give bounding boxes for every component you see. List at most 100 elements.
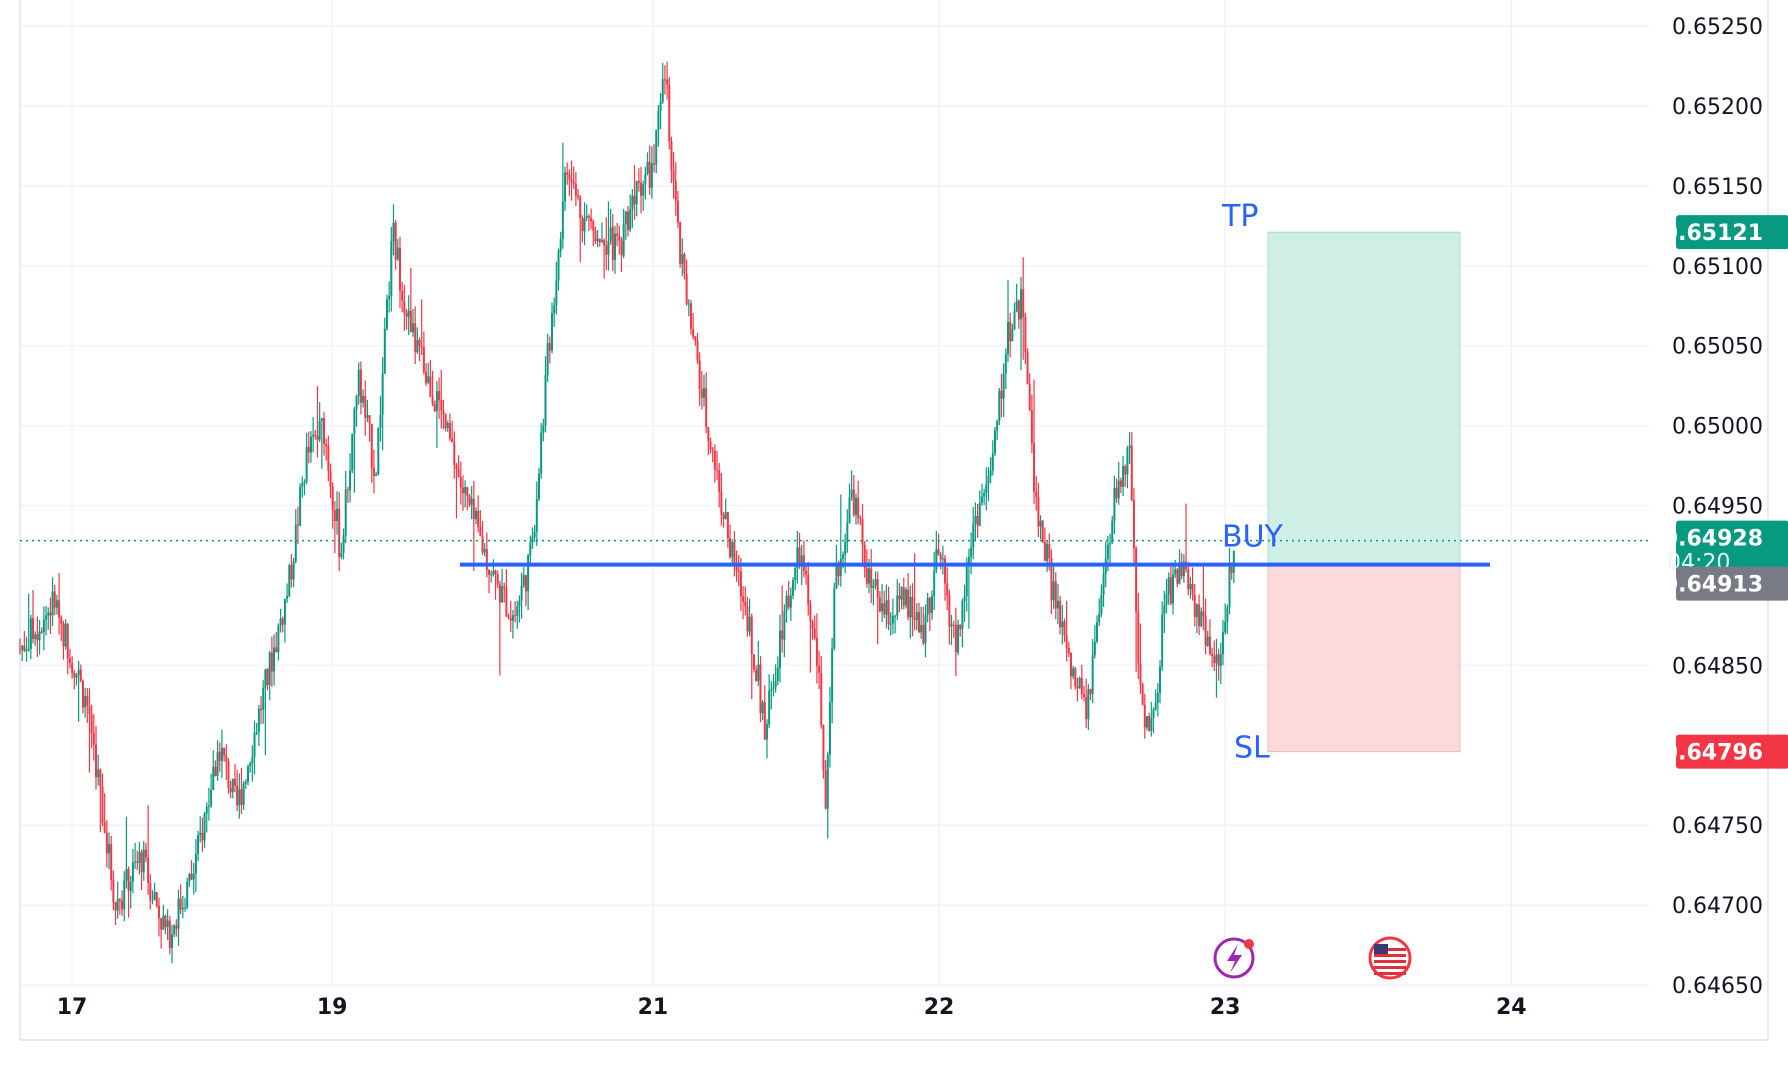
stop-loss-zone[interactable] [1267,564,1461,753]
candle-body [325,443,328,447]
candle-body [58,600,61,618]
us-flag-icon[interactable] [1368,936,1412,980]
candle-body [168,920,171,949]
candle-body [296,524,299,526]
candle-body [1161,614,1164,667]
candle-body [642,184,645,196]
event-icons[interactable] [1213,936,1412,980]
candle-body [637,181,640,183]
candle-body [1124,466,1127,475]
candle-body [1150,717,1153,731]
candle-body [1230,566,1233,573]
candle-body [911,597,914,618]
candle-body [783,611,786,640]
candle-body [227,761,230,789]
candle-body [340,552,343,558]
candle-body [123,880,126,910]
lightning-icon[interactable] [1213,937,1255,979]
candle-body [1154,702,1157,710]
candle-body [993,430,996,454]
price-badge [1676,520,1788,577]
price-tick-label: 0.65150 [1672,175,1763,200]
candle-body [835,562,838,589]
candle-body [77,669,80,676]
candle-body [885,600,888,615]
candle-body [84,696,87,708]
candle-body [961,600,964,630]
candle-body [822,725,825,771]
candle-body [635,181,638,205]
candle-body [175,925,178,929]
candle-body [514,615,517,617]
candle-body [19,649,21,651]
candle-body [805,570,808,575]
candle-body [438,391,441,401]
candle-body [928,597,931,613]
candle-body [336,508,339,522]
candle-body [305,447,308,482]
candle-body [488,569,491,575]
candle-body [238,789,241,806]
candle-body [1069,653,1072,677]
candle-body [763,702,766,740]
candle-body [800,555,803,567]
candle-body [540,432,543,475]
candle-body [1122,466,1125,487]
candle-body [557,250,560,281]
candle-body [34,634,37,640]
price-axis[interactable]: 0.65250 0.65200 0.65150 0.65100 0.65050 0.650… [1672,15,1763,999]
candle-body [698,360,701,390]
candle-body [125,869,128,881]
candle-body [533,532,536,537]
candle-body [446,422,449,428]
candle-body [963,595,966,601]
candle-body [1126,448,1129,475]
candle-body [648,161,651,188]
candle-body [244,781,247,784]
candle-body [501,586,504,603]
candle-body [785,595,788,612]
candle-body [713,450,716,470]
candle-body [1074,668,1077,687]
candle-body [318,420,321,440]
candle-body [368,415,371,424]
candle-body [644,173,647,185]
candle-body [425,372,428,383]
candle-body [631,195,634,210]
candle-body [611,227,614,260]
candle-body [155,892,158,906]
candle-body [544,375,547,426]
candle-body [587,216,590,218]
candle-body [257,708,260,733]
candle-body [1106,544,1109,559]
candle-body [653,163,656,165]
candle-body [750,616,753,655]
candle-body [1026,351,1029,385]
take-profit-zone[interactable] [1267,231,1461,566]
candle-body [201,832,204,841]
candle-body [116,898,119,911]
candle-body [1000,390,1003,399]
price-badge [1676,734,1788,769]
candle-body [542,425,545,433]
candle-body [153,892,156,901]
candle-body [844,542,847,555]
candle-body [459,477,462,488]
candle-body [820,672,823,726]
candle-body [520,585,523,601]
time-axis[interactable]: 17 19 21 22 23 24 [57,995,1527,1020]
candle-body [466,487,469,497]
candle-body [66,623,69,659]
candle-body [683,254,686,274]
candle-body [112,879,115,903]
candle-body [959,624,962,630]
candle-body [883,603,886,615]
candle-body [976,516,979,526]
candle-body [225,755,228,762]
candle-body [498,584,501,603]
candle-body [878,597,881,612]
candle-body [392,222,395,242]
candle-body [401,290,404,301]
candle-body [129,881,132,891]
candle-body [828,702,831,755]
